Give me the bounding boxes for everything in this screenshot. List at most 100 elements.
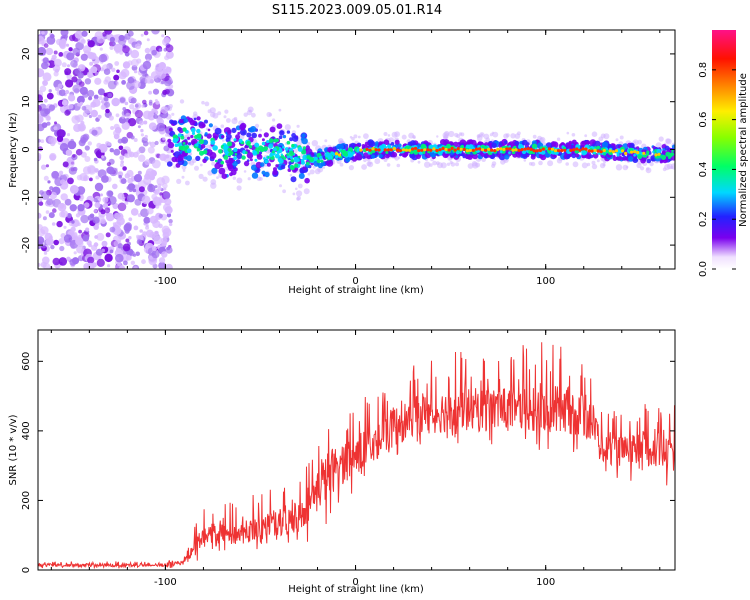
spectrogram-cell	[138, 186, 145, 193]
spectrogram-cell	[77, 72, 84, 79]
spectrogram-cell	[493, 149, 497, 153]
spectrogram-cell	[133, 138, 138, 142]
spectrogram-cell	[182, 169, 186, 172]
spectrogram-cell	[608, 149, 612, 153]
spectrogram-cell	[267, 156, 270, 159]
spectrogram-cell	[371, 147, 375, 151]
spectrogram-cell	[95, 175, 100, 180]
spectrogram-cell	[126, 186, 131, 190]
spectrogram-cell	[72, 84, 81, 93]
spectrogram-cell	[141, 259, 146, 265]
spectrogram-cell	[116, 69, 120, 74]
spectrogram-cell	[94, 182, 104, 192]
spectrogram-cell	[111, 97, 120, 107]
spectrogram-cell	[470, 139, 477, 146]
spectrogram-cell	[386, 148, 390, 152]
spectrogram-cell	[290, 158, 295, 163]
spectrogram-cell	[361, 164, 367, 170]
spectrogram-cell	[143, 120, 148, 125]
spectrogram-cell	[140, 33, 144, 37]
spectrogram-cell	[142, 60, 152, 70]
spectrogram-cell	[96, 35, 105, 44]
spectrogram-cell	[499, 147, 503, 151]
spectrogram-cell	[130, 97, 137, 104]
spectrogram-cell	[374, 158, 381, 165]
spectrogram-cell	[568, 140, 573, 145]
spectrogram-cell	[572, 148, 576, 152]
spectrogram-cell	[537, 135, 542, 141]
spectrogram-cell	[101, 248, 105, 253]
spectrogram-cell	[51, 222, 56, 226]
spectrogram-cell	[45, 210, 50, 214]
spectrogram-cell	[134, 109, 143, 119]
colorbar-tick-label: 0.8	[698, 62, 709, 78]
spectrogram-cell	[286, 153, 289, 157]
spectrogram-cell	[307, 172, 311, 176]
spectrogram-cell	[200, 144, 206, 149]
spectrogram-cell	[135, 104, 139, 108]
spectrogram-cell	[125, 238, 130, 243]
spectrogram-cell	[657, 152, 661, 156]
spectrogram-cell	[284, 147, 289, 151]
spectrogram-cell	[467, 163, 474, 169]
spectrogram-cell	[345, 156, 351, 162]
spectrogram-cell	[456, 147, 460, 151]
spectrogram-cell	[594, 140, 601, 147]
spectrogram-cell	[116, 217, 125, 226]
snr-y-label: SNR (10 * v/v)	[8, 414, 19, 485]
spectrogram-cell	[88, 114, 92, 119]
spectrogram-cell	[125, 254, 132, 261]
spectrogram-cell	[642, 151, 646, 155]
spectrogram-cell	[334, 152, 339, 156]
spectrogram-cell	[264, 159, 269, 164]
spectrogram-cell	[42, 216, 47, 221]
spectrogram-cell	[349, 135, 353, 139]
spectrogram-cell	[157, 70, 167, 79]
spectrogram-cell	[50, 34, 55, 39]
spectrogram-cell	[79, 101, 84, 105]
spectrogram-cell	[144, 47, 151, 54]
spectrogram-cell	[151, 108, 156, 113]
spectrogram-cell	[630, 150, 634, 154]
spectrogram-cell	[60, 179, 66, 185]
spectrogram-cell	[69, 34, 76, 42]
spectrogram-cell	[58, 89, 66, 97]
spectrogram-cell	[538, 160, 543, 166]
spectrogram-cell	[383, 132, 388, 136]
spectrogram-cell	[306, 161, 310, 166]
spectrogram-cell	[300, 158, 305, 163]
spectrogram-cell	[196, 116, 201, 121]
spectrogram-cell	[65, 43, 70, 47]
spectrogram-cell	[496, 147, 500, 151]
y-tick-label: -20	[21, 237, 32, 253]
spectrogram-cell	[472, 153, 478, 160]
spectrogram-cell	[92, 216, 100, 224]
spectrogram-cell	[356, 148, 361, 152]
spectrogram-cell	[48, 212, 55, 219]
spectrogram-cell	[294, 163, 299, 168]
spectrogram-cell	[84, 156, 91, 162]
spectrogram-cell	[122, 45, 130, 54]
spectrogram-cell	[75, 213, 81, 218]
spectrogram-cell	[640, 157, 646, 164]
spectrogram-cell	[670, 152, 675, 157]
spectrogram-cell	[127, 177, 134, 184]
spectrogram-cell	[82, 235, 90, 242]
spectrogram-cell	[44, 108, 51, 115]
spectrogram-cell	[126, 194, 135, 203]
spectrogram-cell	[186, 155, 192, 162]
spectrogram-cell	[143, 216, 151, 224]
spectrogram-cell	[210, 140, 216, 145]
spectrogram-cell	[45, 164, 50, 168]
spectrogram-cell	[367, 139, 375, 146]
spectrogram-cell	[139, 120, 144, 126]
spectrogram-cell	[276, 138, 279, 142]
spectrogram-cell	[172, 120, 178, 126]
spectrogram-cell	[467, 154, 473, 160]
spectrogram-cell	[589, 154, 594, 159]
spectrogram-cell	[50, 244, 55, 250]
spectrogram-cell	[148, 101, 153, 106]
spectrogram-cell	[45, 237, 54, 246]
spectrogram-cell	[551, 143, 555, 147]
